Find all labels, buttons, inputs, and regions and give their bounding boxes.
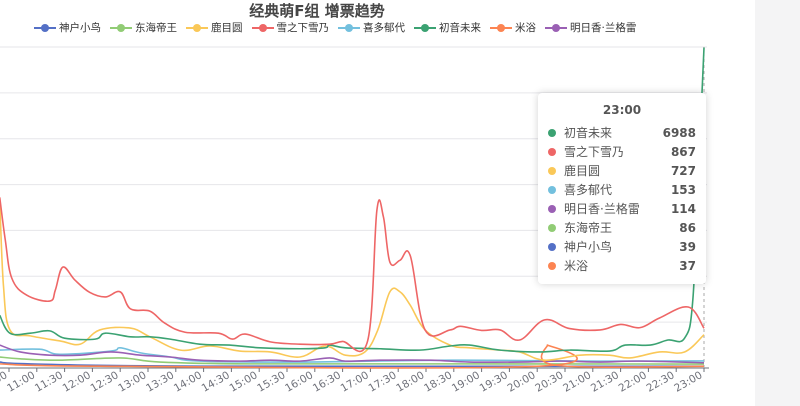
x-tick-label: 19:00	[450, 369, 482, 395]
tooltip-series-name: 东海帝王	[564, 221, 613, 235]
tooltip-series-name: 雪之下雪乃	[564, 145, 625, 159]
side-panel	[755, 0, 800, 406]
legend-marker-icon	[490, 23, 512, 32]
legend-label: 初音未来	[439, 22, 481, 34]
legend-label: 米浴	[515, 22, 536, 34]
legend-marker-icon	[34, 23, 56, 32]
series-dot-icon	[548, 261, 556, 270]
tooltip-series-value: 37	[679, 258, 696, 273]
legend-item[interactable]: 神户小鸟	[34, 20, 101, 35]
legend-label: 鹿目圆	[211, 22, 243, 34]
legend: 神户小鸟 东海帝王 鹿目圆 雪之下雪乃 喜多郁代 初音未来 米浴 明日香·兰格雷	[34, 20, 636, 35]
x-tick-label: 21:00	[561, 369, 593, 395]
tooltip-row: 神户小鸟 39	[538, 237, 706, 256]
tooltip-series-name: 喜多郁代	[564, 183, 613, 197]
series-dot-icon	[548, 128, 556, 137]
legend-item[interactable]: 雪之下雪乃	[251, 20, 330, 35]
x-tick-label: 10:30	[0, 369, 10, 395]
series-dot-icon	[548, 204, 556, 213]
legend-item[interactable]: 米浴	[490, 20, 536, 35]
tooltip-series-value: 39	[679, 239, 696, 254]
tooltip-series-name: 明日香·兰格雷	[564, 202, 640, 216]
x-tick-label: 20:00	[505, 369, 537, 395]
legend-label: 东海帝王	[135, 22, 177, 34]
x-tick-label: 12:00	[61, 369, 93, 395]
tooltip-row: 雪之下雪乃 867	[538, 142, 706, 161]
tooltip-series-value: 114	[670, 201, 696, 216]
tooltip-row: 喜多郁代 153	[538, 180, 706, 199]
series-dot-icon	[548, 223, 556, 232]
x-tick-label: 17:00	[339, 369, 371, 395]
legend-marker-icon	[251, 23, 274, 32]
legend-label: 喜多郁代	[363, 22, 405, 34]
tooltip-series-value: 6988	[662, 125, 696, 140]
tooltip-row: 米浴 37	[538, 256, 706, 275]
x-tick-label: 21:30	[589, 369, 621, 395]
tooltip-title: 23:00	[602, 103, 642, 117]
series-line-7	[0, 344, 705, 364]
series-line-5	[0, 47, 705, 353]
tooltip-series-value: 153	[670, 182, 696, 197]
x-tick-label: 14:00	[172, 369, 204, 395]
legend-item[interactable]: 喜多郁代	[338, 20, 405, 35]
line-chart: 10:3011:0011:3012:0012:3013:0013:3014:00…	[0, 46, 709, 395]
tooltip-series-name: 米浴	[564, 259, 589, 273]
legend-label: 雪之下雪乃	[276, 22, 330, 34]
tooltip-row: 鹿目圆 727	[538, 161, 706, 180]
tooltip-row: 明日香·兰格雷 114	[538, 199, 706, 218]
legend-label: 明日香·兰格雷	[570, 22, 637, 34]
tooltip-row: 东海帝王 86	[538, 218, 706, 237]
x-tick-label: 17:30	[366, 369, 398, 395]
tooltip-series-name: 初音未来	[564, 126, 613, 140]
series-dot-icon	[548, 147, 556, 156]
x-tick-label: 18:30	[422, 369, 454, 395]
series-line-1	[0, 356, 705, 365]
legend-item[interactable]: 初音未来	[414, 20, 481, 35]
tooltip-series-value: 727	[670, 163, 696, 178]
x-tick-label: 11:00	[5, 369, 37, 395]
tooltip-row: 初音未来 6988	[538, 123, 706, 142]
tooltip: 23:00 初音未来 6988 雪之下雪乃 867 鹿目圆 727 喜多郁代 153 明日香·兰…	[538, 93, 706, 284]
x-tick-label: 22:00	[617, 369, 649, 395]
x-tick-label: 18:00	[394, 369, 426, 395]
x-tick-label: 12:30	[88, 369, 120, 395]
x-tick-label: 16:30	[311, 369, 343, 395]
legend-marker-icon	[545, 23, 567, 32]
x-tick-label: 16:00	[283, 369, 315, 395]
legend-item[interactable]: 鹿目圆	[186, 20, 243, 35]
legend-marker-icon	[414, 23, 436, 32]
tooltip-series-name: 神户小鸟	[564, 240, 613, 254]
legend-item[interactable]: 东海帝王	[110, 20, 177, 35]
series-dot-icon	[548, 166, 556, 175]
x-tick-label: 13:30	[144, 369, 176, 395]
x-tick-label: 19:30	[478, 369, 510, 395]
series-line-3	[0, 197, 705, 353]
x-tick-label: 13:00	[116, 369, 148, 395]
legend-item[interactable]: 明日香·兰格雷	[545, 20, 636, 35]
x-tick-label: 23:00	[672, 369, 704, 395]
tooltip-series-value: 86	[679, 220, 696, 235]
legend-marker-icon	[186, 23, 208, 32]
x-tick-label: 22:30	[644, 369, 676, 395]
tooltip-series-value: 867	[670, 144, 696, 159]
x-tick-label: 15:30	[255, 369, 287, 395]
legend-label: 神户小鸟	[59, 22, 101, 34]
legend-marker-icon	[338, 23, 360, 32]
x-tick-label: 15:00	[227, 369, 259, 395]
x-tick-label: 14:30	[200, 369, 232, 395]
chart-title: 经典萌F组 增票趋势	[249, 2, 385, 20]
series-line-2	[0, 200, 705, 362]
x-tick-label: 11:30	[33, 369, 65, 395]
series-line-6	[0, 344, 705, 369]
series-dot-icon	[548, 242, 556, 251]
tooltip-series-name: 鹿目圆	[564, 164, 601, 178]
legend-marker-icon	[110, 23, 132, 32]
series-dot-icon	[548, 185, 556, 194]
x-tick-label: 20:30	[533, 369, 565, 395]
